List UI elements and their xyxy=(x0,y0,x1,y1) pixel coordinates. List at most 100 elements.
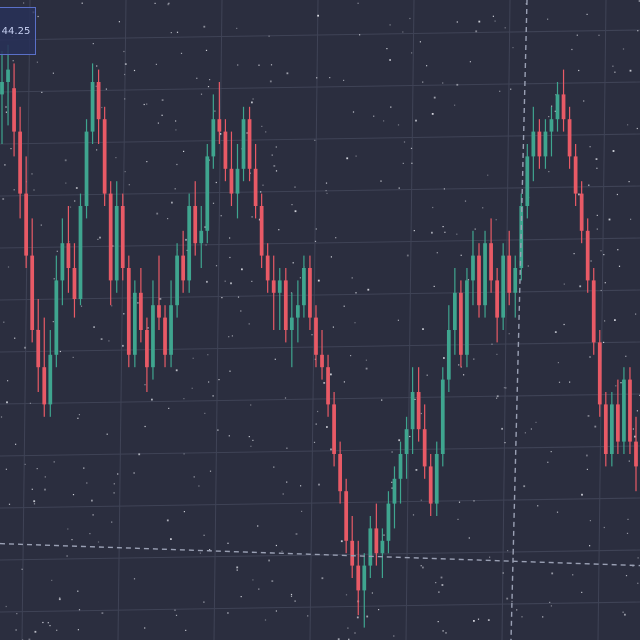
speckle-dot xyxy=(622,611,624,613)
speckle-dot xyxy=(550,605,552,607)
speckle-dot xyxy=(67,528,69,530)
candle-body-up xyxy=(465,280,469,355)
speckle-dot xyxy=(36,468,38,470)
speckle-dot xyxy=(436,252,438,254)
speckle-dot xyxy=(299,277,301,279)
speckle-dot xyxy=(420,412,422,415)
speckle-dot xyxy=(330,256,332,258)
speckle-dot xyxy=(365,367,368,370)
speckle-dot xyxy=(208,159,210,161)
grid-line-horizontal xyxy=(0,549,640,561)
speckle-dot xyxy=(282,493,284,495)
speckle-dot xyxy=(275,544,277,547)
speckle-dot xyxy=(329,77,331,79)
speckle-dot xyxy=(620,382,622,384)
speckle-dot xyxy=(227,612,229,614)
candle-body-up xyxy=(169,305,173,355)
speckle-dot xyxy=(269,80,272,83)
speckle-dot xyxy=(218,379,220,381)
speckle-dot xyxy=(512,47,514,49)
speckle-dot xyxy=(350,355,352,357)
candle-series xyxy=(0,44,638,628)
speckle-dot xyxy=(23,2,25,4)
speckle-dot xyxy=(271,580,274,582)
speckle-dot xyxy=(5,111,7,113)
speckle-dot xyxy=(10,148,12,150)
speckle-dot xyxy=(431,113,434,115)
speckle-dot xyxy=(535,421,537,423)
speckle-dot xyxy=(467,279,470,281)
speckle-dot xyxy=(558,381,561,383)
speckle-dot xyxy=(426,65,428,67)
speckle-dot xyxy=(548,171,550,173)
speckle-dot xyxy=(618,265,621,267)
speckle-dot xyxy=(260,191,262,193)
speckle-dot xyxy=(64,159,67,162)
speckle-dot xyxy=(65,182,67,184)
candle-body-down xyxy=(96,82,101,120)
speckle-dot xyxy=(206,280,208,283)
candle-body-down xyxy=(193,206,198,244)
speckle-dot xyxy=(583,100,585,102)
candle-body-down xyxy=(30,255,35,330)
speckle-dot xyxy=(330,448,332,451)
candle-body-down xyxy=(181,255,186,281)
speckle-dot xyxy=(426,374,428,376)
speckle-dot xyxy=(537,505,539,507)
speckle-dot xyxy=(521,616,523,618)
candle-body-down xyxy=(634,441,638,467)
speckle-dot xyxy=(24,463,26,465)
speckle-dot xyxy=(589,356,591,358)
grid-line-horizontal xyxy=(0,393,640,405)
speckle-dot xyxy=(12,60,14,62)
speckle-dot xyxy=(101,106,103,109)
price-tag[interactable]: 44.25 xyxy=(0,7,36,55)
speckle-dot xyxy=(415,469,418,471)
speckle-dot xyxy=(563,283,565,285)
speckle-dot xyxy=(343,381,345,383)
speckle-dot xyxy=(442,82,444,84)
speckle-dot xyxy=(44,476,46,478)
speckle-dot xyxy=(393,635,395,637)
speckle-dot xyxy=(442,226,444,228)
speckle-dot xyxy=(432,206,434,209)
speckle-dot xyxy=(391,481,393,483)
speckle-dot xyxy=(598,34,600,36)
speckle-dot xyxy=(36,61,38,63)
speckle-dot xyxy=(635,313,637,315)
speckle-dot xyxy=(133,69,136,72)
speckle-dot xyxy=(183,453,185,455)
candle-body-down xyxy=(422,429,427,467)
speckle-dot xyxy=(390,106,392,108)
speckle-dot xyxy=(105,88,107,90)
speckle-dot xyxy=(278,229,280,231)
speckle-dot xyxy=(603,526,605,529)
speckle-dot xyxy=(637,582,639,584)
candle-body-up xyxy=(392,478,397,504)
speckle-dot xyxy=(458,501,461,503)
speckle-dot xyxy=(576,34,578,36)
candle-body-up xyxy=(90,82,95,132)
speckle-dot xyxy=(290,593,293,596)
speckle-dot xyxy=(77,590,79,592)
grid-line-vertical xyxy=(405,0,415,640)
speckle-dot xyxy=(198,485,200,487)
speckle-dot xyxy=(249,172,251,174)
grid-line-vertical xyxy=(597,0,607,640)
grid-line-vertical xyxy=(501,0,511,640)
speckle-dot xyxy=(295,533,298,535)
speckle-dot xyxy=(128,184,130,186)
candle-body-down xyxy=(489,243,493,281)
candle-body-down xyxy=(271,280,276,293)
speckle-dot xyxy=(191,387,193,389)
candle-body-down xyxy=(495,280,499,318)
speckle-dot xyxy=(117,473,119,475)
speckle-dot xyxy=(615,385,617,387)
speckle-dot xyxy=(146,161,148,163)
speckle-dot xyxy=(237,296,240,298)
speckle-dot xyxy=(183,511,185,513)
grid-line-horizontal xyxy=(0,185,640,197)
speckle-dot xyxy=(625,355,627,357)
speckle-dot xyxy=(175,129,177,131)
